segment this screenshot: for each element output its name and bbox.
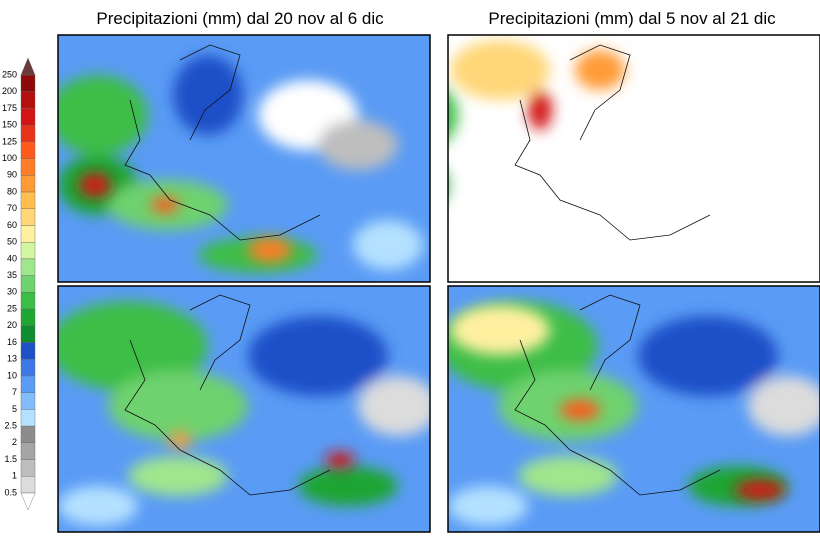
colorbar-segment [20, 258, 36, 276]
colorbar-label: 20 [7, 320, 17, 330]
colorbar-label: 70 [7, 203, 17, 213]
colorbar-segment [20, 225, 36, 243]
colorbar-segment [20, 175, 36, 193]
colorbar-label: 35 [7, 270, 17, 280]
colorbar-segment [20, 325, 36, 343]
colorbar-label: 100 [2, 153, 17, 163]
colorbar-segment [20, 208, 36, 226]
panel-title: Precipitazioni (mm) dal 5 nov al 21 dic [488, 9, 776, 28]
colorbar-segment [20, 91, 36, 109]
colorbar-segment [20, 158, 36, 176]
colorbar-segment [20, 409, 36, 427]
colorbar-segment [20, 241, 36, 260]
colorbar-segment [20, 308, 36, 326]
colorbar-label: 60 [7, 220, 17, 230]
colorbar-label: 1 [12, 471, 17, 481]
colorbar-segment [20, 425, 36, 444]
colorbar-label: 90 [7, 170, 17, 180]
colorbar-label: 1.5 [4, 454, 17, 464]
colorbar-segment [20, 342, 36, 360]
colorbar-label: 25 [7, 303, 17, 313]
colorbar-segment [20, 392, 36, 410]
colorbar-label: 80 [7, 186, 17, 196]
colorbar-segment [20, 375, 36, 393]
colorbar-top [20, 57, 36, 76]
colorbar-bottom [20, 492, 36, 511]
colorbar-label: 5 [12, 404, 17, 414]
colorbar-label: 10 [7, 370, 17, 380]
colorbar-segment [20, 74, 36, 92]
panel-frame [57, 285, 431, 533]
colorbar-label: 250 [2, 69, 17, 79]
colorbar: 2502001751501251009080706050403530252016… [2, 57, 36, 511]
map-panel [48, 286, 438, 532]
colorbar-label: 16 [7, 337, 17, 347]
colorbar-label: 2 [12, 437, 17, 447]
map-panel [438, 286, 820, 532]
colorbar-segment [20, 459, 36, 477]
colorbar-label: 50 [7, 237, 17, 247]
colorbar-label: 40 [7, 253, 17, 263]
colorbar-label: 0.5 [4, 487, 17, 497]
colorbar-label: 175 [2, 103, 17, 113]
colorbar-label: 200 [2, 86, 17, 96]
panel-title: Precipitazioni (mm) dal 20 nov al 6 dic [96, 9, 384, 28]
map-panel [48, 35, 430, 282]
colorbar-segment [20, 442, 36, 460]
colorbar-label: 30 [7, 287, 17, 297]
colorbar-segment [20, 191, 36, 209]
colorbar-segment [20, 124, 36, 143]
map-panel [76, 35, 711, 282]
colorbar-label: 2.5 [4, 420, 17, 430]
colorbar-segment [20, 292, 36, 310]
colorbar-segment [20, 359, 36, 377]
colorbar-segment [20, 476, 36, 494]
panel-frame [57, 34, 431, 283]
colorbar-label: 150 [2, 120, 17, 130]
colorbar-label: 13 [7, 354, 17, 364]
panel-frame [447, 34, 820, 283]
colorbar-segment [20, 108, 36, 126]
panel-frame [447, 285, 820, 533]
colorbar-segment [20, 141, 36, 159]
colorbar-label: 7 [12, 387, 17, 397]
colorbar-label: 125 [2, 136, 17, 146]
colorbar-segment [20, 275, 36, 293]
